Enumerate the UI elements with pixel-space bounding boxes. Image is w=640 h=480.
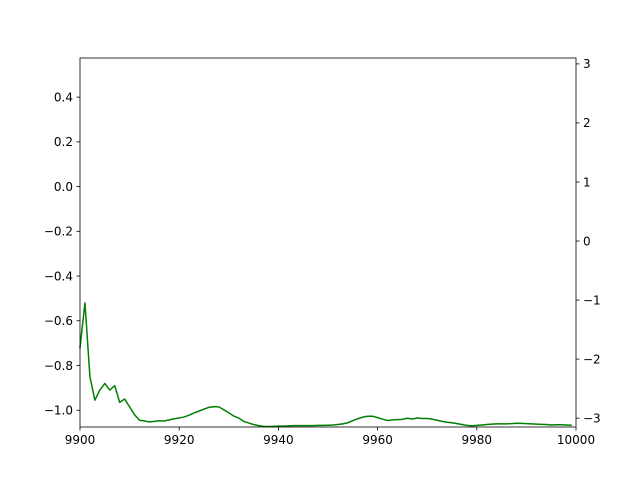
x-tick-label: 9940 xyxy=(263,433,294,447)
y-tick-label: 0.4 xyxy=(54,90,73,104)
y-tick-label: 0.2 xyxy=(54,135,73,149)
series-line-0 xyxy=(79,302,572,428)
y-tick-label: −0.2 xyxy=(44,225,73,239)
series-layer xyxy=(79,302,572,428)
y-tick-label: 0.0 xyxy=(54,180,73,194)
y-tick-label: −0.8 xyxy=(44,359,73,373)
y-tick-label: −0.6 xyxy=(44,314,73,328)
y2-tick-label: 3 xyxy=(583,57,591,71)
x-tick-label: 9920 xyxy=(164,433,195,447)
x-tick-label: 9900 xyxy=(65,433,96,447)
y2-tick-label: 0 xyxy=(583,234,591,248)
y-tick-label: −0.4 xyxy=(44,269,73,283)
x-tick-label: 9960 xyxy=(362,433,393,447)
y2-tick-label: 2 xyxy=(583,116,591,130)
x-tick-label: 10000 xyxy=(557,433,595,447)
y2-tick-label: −1 xyxy=(583,293,601,307)
plot-frame xyxy=(79,57,577,428)
x-tick-label: 9980 xyxy=(462,433,493,447)
y2-tick-label: −3 xyxy=(583,411,601,425)
axes-layer: 9900 9920 9940 9960 9980 10000 0.4 0.2 0.0 −0.2 −0… xyxy=(44,57,601,447)
y2-tick-label: −2 xyxy=(583,352,601,366)
y-tick-label: −1.0 xyxy=(44,404,73,418)
y2-tick-label: 1 xyxy=(583,175,591,189)
